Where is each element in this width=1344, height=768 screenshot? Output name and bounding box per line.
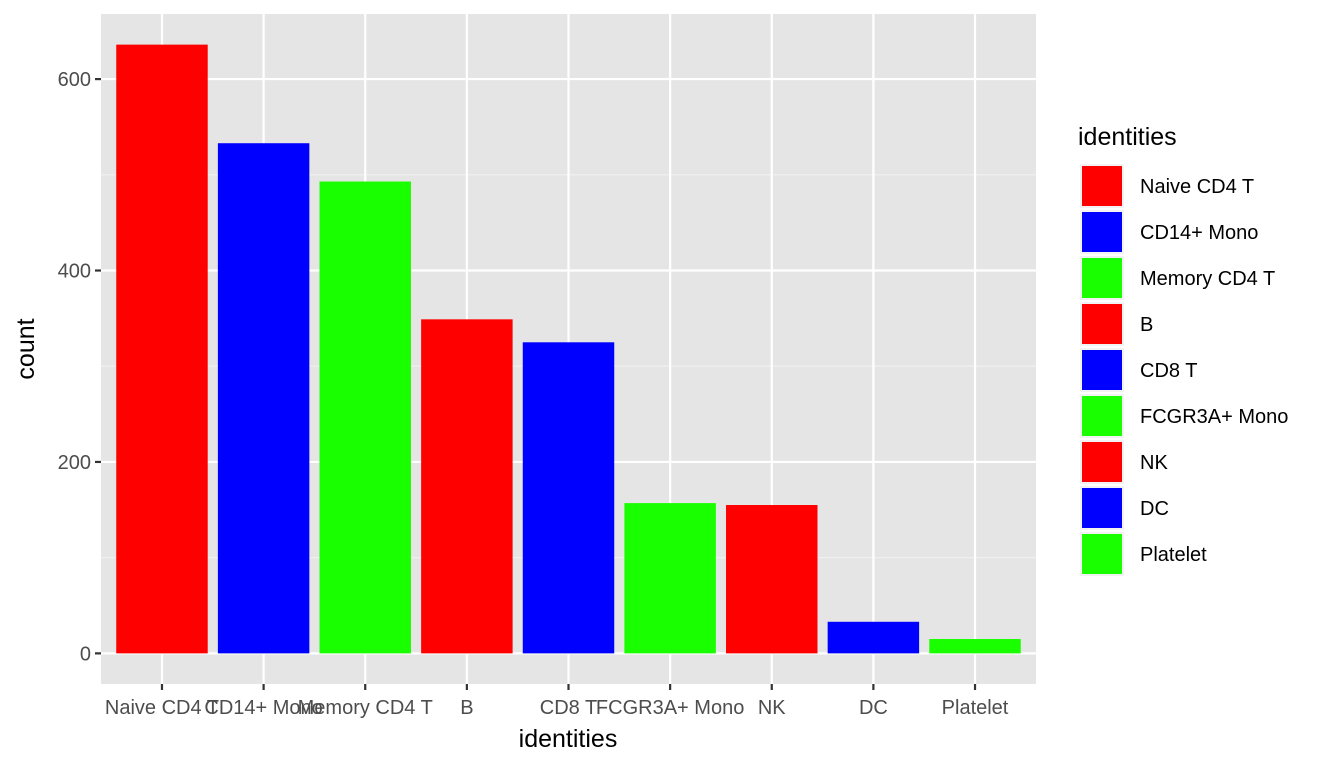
legend: identities Naive CD4 T CD14+ Mono Memory C… bbox=[1078, 123, 1288, 576]
legend-key-swatch bbox=[1082, 350, 1122, 390]
bar-6 bbox=[726, 505, 818, 654]
y-axis-title: count bbox=[12, 318, 40, 379]
x-axis-title: identities bbox=[519, 725, 618, 753]
legend-title: identities bbox=[1078, 123, 1177, 151]
x-tick-label: B bbox=[460, 697, 473, 719]
x-tick-label: CD14+ Mono bbox=[204, 697, 322, 719]
bars bbox=[116, 44, 1021, 654]
y-tick-label: 200 bbox=[58, 452, 91, 474]
legend-key-swatch bbox=[1082, 258, 1122, 298]
bar-7 bbox=[827, 621, 920, 654]
x-tick-label: Naive CD4 T bbox=[105, 697, 219, 719]
bar-3 bbox=[421, 319, 513, 654]
legend-label: Naive CD4 T bbox=[1140, 176, 1254, 198]
legend-label: FCGR3A+ Mono bbox=[1140, 406, 1288, 428]
x-tick-label: CD8 T bbox=[540, 697, 597, 719]
x-tick-label: DC bbox=[859, 697, 888, 719]
y-axis: 0 200 400 600 bbox=[58, 69, 101, 665]
legend-key-swatch bbox=[1082, 488, 1122, 528]
legend-key-swatch bbox=[1082, 212, 1122, 252]
x-tick-label: NK bbox=[758, 697, 786, 719]
bar-5 bbox=[624, 503, 716, 654]
bar-8 bbox=[929, 639, 1021, 654]
legend-label: NK bbox=[1140, 452, 1168, 474]
bar-0 bbox=[116, 44, 208, 654]
legend-label: Platelet bbox=[1140, 544, 1207, 566]
legend-key-swatch bbox=[1082, 166, 1122, 206]
x-tick-label: Platelet bbox=[942, 697, 1009, 719]
y-tick-label: 400 bbox=[58, 261, 91, 283]
legend-label: DC bbox=[1140, 498, 1169, 520]
bar-1 bbox=[217, 143, 310, 654]
legend-key-swatch bbox=[1082, 304, 1122, 344]
bar-4 bbox=[522, 342, 615, 654]
legend-label: Memory CD4 T bbox=[1140, 268, 1275, 290]
legend-label: B bbox=[1140, 314, 1153, 336]
legend-key-swatch bbox=[1082, 534, 1122, 574]
legend-label: CD8 T bbox=[1140, 360, 1197, 382]
x-tick-label: Memory CD4 T bbox=[298, 697, 433, 719]
legend-label: CD14+ Mono bbox=[1140, 222, 1258, 244]
bar-2 bbox=[319, 181, 411, 654]
y-tick-label: 0 bbox=[80, 643, 91, 665]
legend-key-swatch bbox=[1082, 396, 1122, 436]
legend-key-swatch bbox=[1082, 442, 1122, 482]
y-tick-label: 600 bbox=[58, 69, 91, 91]
x-tick-label: FCGR3A+ Mono bbox=[596, 697, 744, 719]
